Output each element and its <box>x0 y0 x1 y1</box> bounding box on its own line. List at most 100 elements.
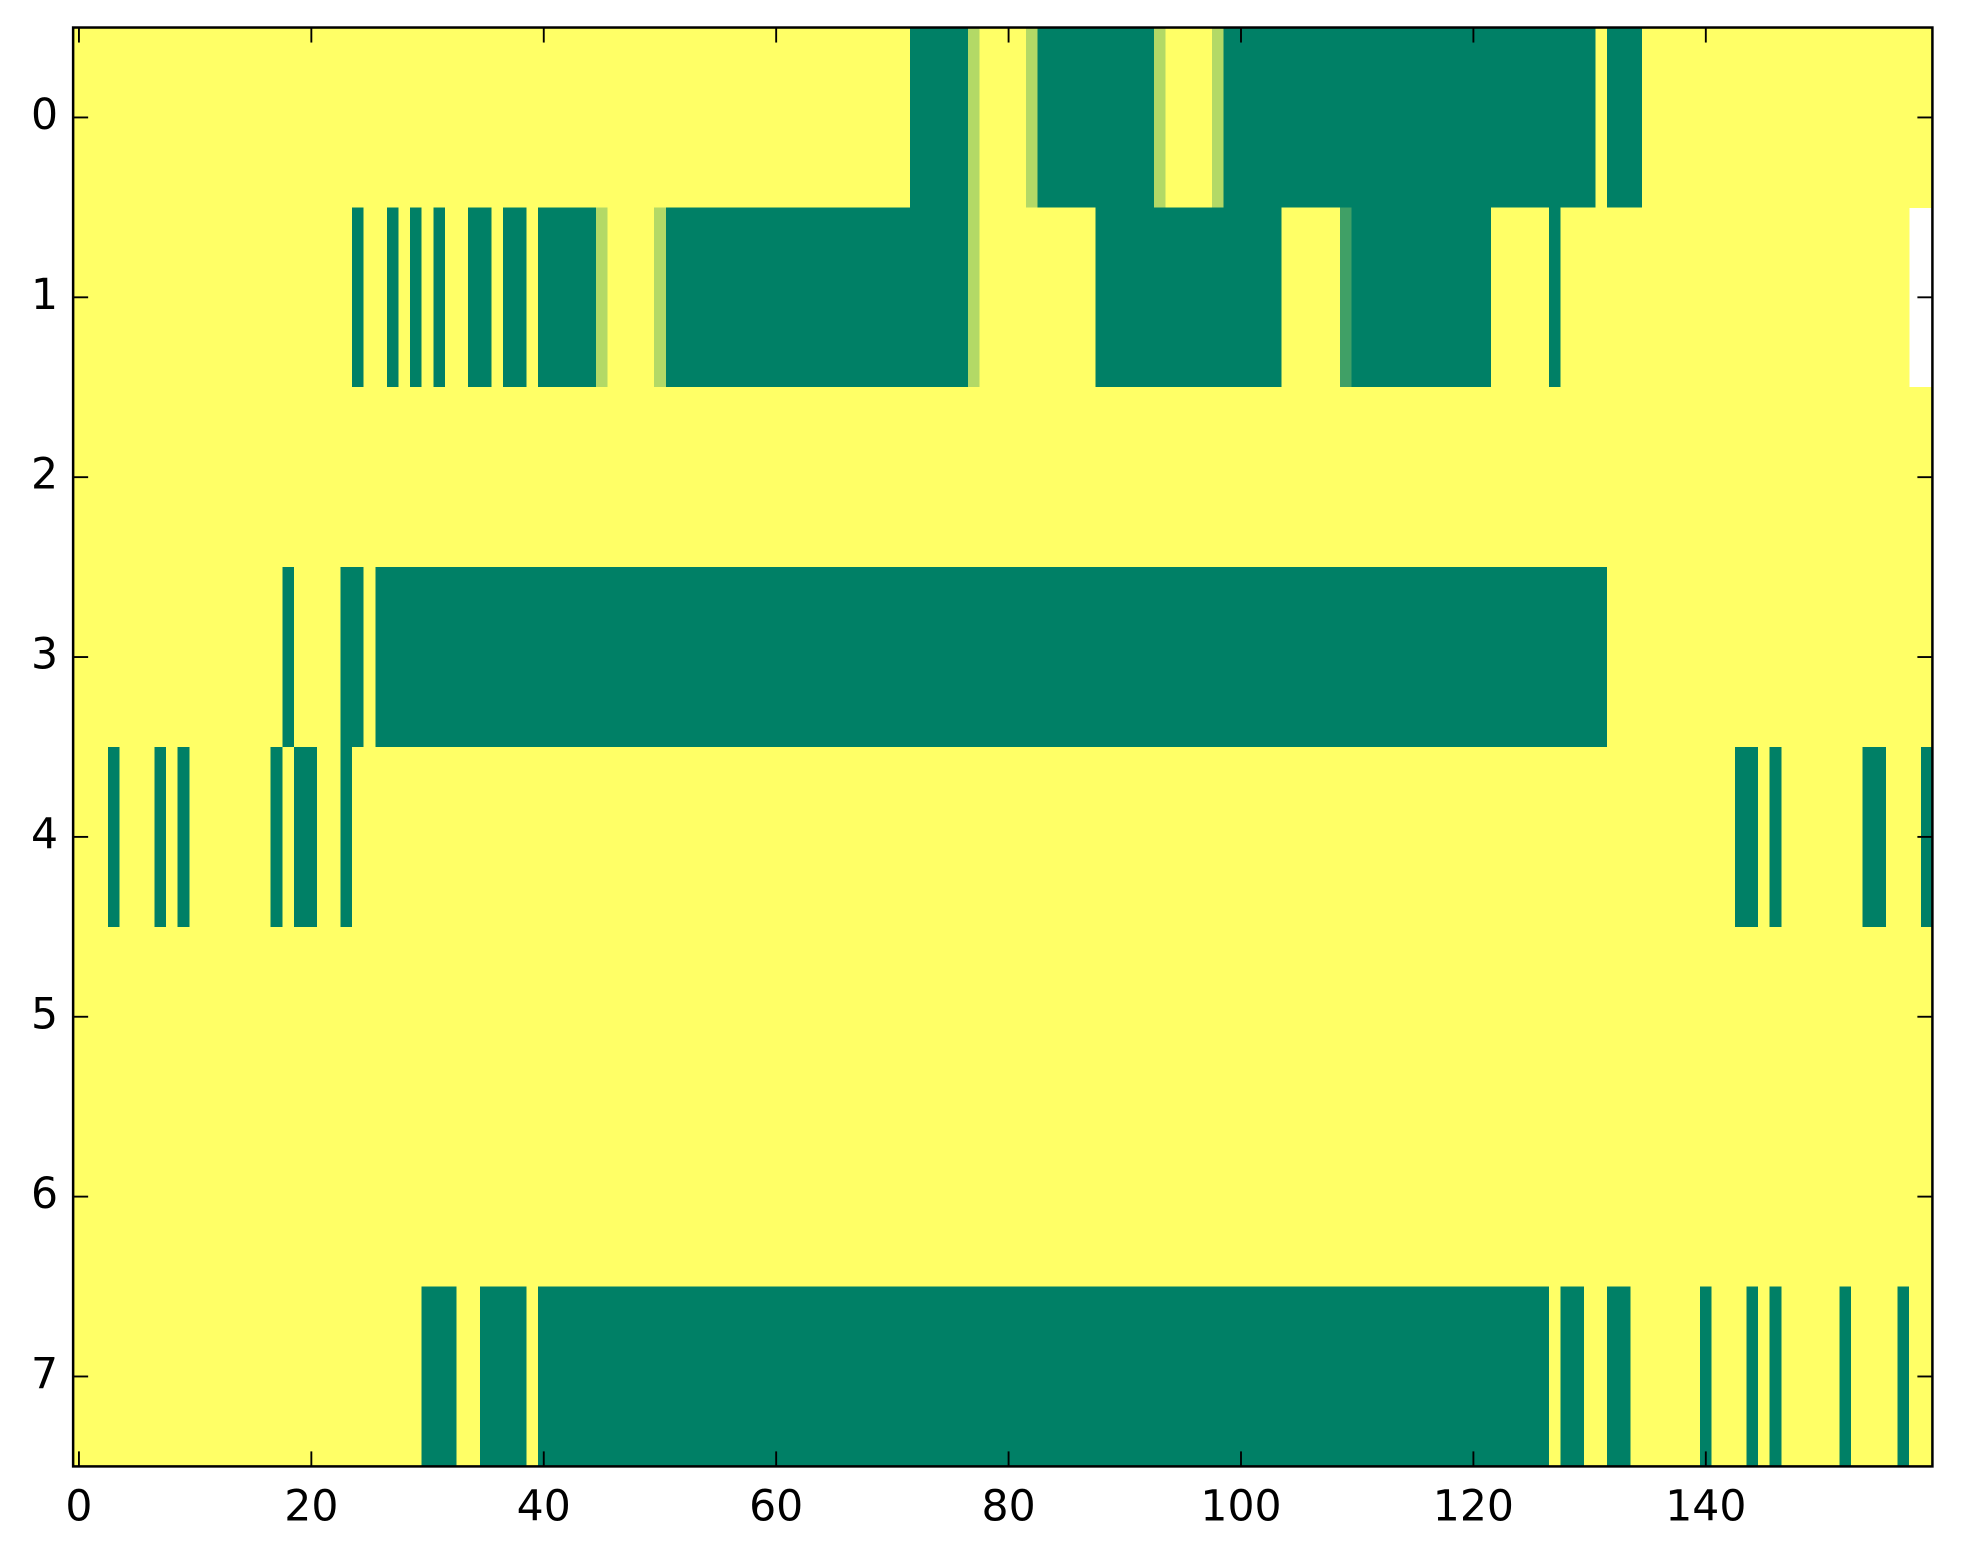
cell <box>1177 387 1190 568</box>
cell <box>991 1106 1004 1287</box>
cell <box>1490 27 1503 208</box>
cell <box>1595 387 1608 568</box>
cell <box>1002 926 1015 1108</box>
cell <box>224 1286 237 1467</box>
cell <box>96 387 109 568</box>
cell <box>1118 926 1131 1108</box>
cell <box>851 207 864 388</box>
cell <box>1118 27 1131 208</box>
cell <box>561 387 574 568</box>
cell <box>1548 1286 1561 1467</box>
cell <box>1746 567 1759 748</box>
cell <box>1537 207 1550 388</box>
cell <box>944 926 957 1108</box>
cell <box>247 1106 260 1287</box>
cell <box>1700 387 1712 568</box>
cell <box>642 1106 655 1287</box>
cell <box>909 926 922 1108</box>
cell <box>1304 926 1317 1108</box>
cell <box>479 1286 492 1467</box>
cell <box>1467 207 1480 388</box>
cell <box>1118 1286 1131 1467</box>
cell <box>386 926 399 1108</box>
cell <box>619 567 632 748</box>
cell <box>1560 746 1573 928</box>
cell <box>328 746 341 928</box>
cell <box>1467 27 1480 208</box>
cell <box>1618 27 1631 208</box>
cell <box>1583 207 1596 388</box>
cell <box>712 1286 725 1467</box>
cell <box>1641 567 1654 748</box>
cell <box>1014 1106 1027 1287</box>
cell <box>851 27 864 208</box>
cell <box>1618 746 1631 928</box>
cell <box>723 926 736 1108</box>
cell <box>514 746 527 928</box>
cell <box>1316 1286 1329 1467</box>
cell <box>1165 27 1178 208</box>
cell <box>1548 1106 1561 1287</box>
cell <box>1572 27 1585 208</box>
cell <box>235 207 248 388</box>
cell <box>1211 207 1224 388</box>
cell <box>1444 387 1457 568</box>
cell <box>1258 387 1271 568</box>
cell <box>1351 387 1364 568</box>
cell <box>456 567 469 748</box>
cell <box>131 207 144 388</box>
cell <box>700 387 713 568</box>
cell <box>1676 746 1689 928</box>
cell <box>1363 207 1376 388</box>
cell <box>514 27 527 208</box>
cell <box>119 27 132 208</box>
cell <box>421 926 434 1108</box>
cell <box>909 207 922 388</box>
cell <box>177 746 190 928</box>
cell <box>1002 387 1015 568</box>
cell <box>96 207 109 388</box>
cell <box>514 567 527 748</box>
cell <box>468 27 481 208</box>
cell <box>1885 207 1898 388</box>
cell <box>1572 387 1585 568</box>
cell <box>305 1286 318 1467</box>
cell <box>1746 1286 1759 1467</box>
cell <box>363 1286 376 1467</box>
cell <box>596 207 609 388</box>
cell <box>840 567 853 748</box>
cell <box>96 1286 109 1467</box>
cell <box>352 387 365 568</box>
cell <box>700 567 713 748</box>
cell <box>665 926 678 1108</box>
cell <box>468 207 481 388</box>
cell <box>1851 27 1864 208</box>
cell <box>1316 1106 1329 1287</box>
cell <box>584 746 597 928</box>
cell <box>375 926 388 1108</box>
cell <box>1153 1286 1166 1467</box>
cell <box>305 567 318 748</box>
cell <box>1851 567 1864 748</box>
cell <box>874 926 887 1108</box>
cell <box>212 567 225 748</box>
cell <box>1386 207 1399 388</box>
cell <box>1792 27 1805 208</box>
cell <box>863 1106 876 1287</box>
cell <box>840 27 853 208</box>
cell <box>561 1286 574 1467</box>
cell <box>991 387 1004 568</box>
cell <box>398 746 411 928</box>
cell <box>596 387 609 568</box>
cell <box>1537 1106 1550 1287</box>
cell <box>1223 1106 1236 1287</box>
cell <box>584 27 597 208</box>
cell <box>259 926 272 1108</box>
cell <box>1792 746 1805 928</box>
cell <box>166 1286 179 1467</box>
cell <box>1839 1106 1852 1287</box>
cell <box>1781 1106 1794 1287</box>
cell <box>1258 746 1271 928</box>
cell <box>1002 1106 1015 1287</box>
y-tick-label: 0 <box>31 91 58 140</box>
